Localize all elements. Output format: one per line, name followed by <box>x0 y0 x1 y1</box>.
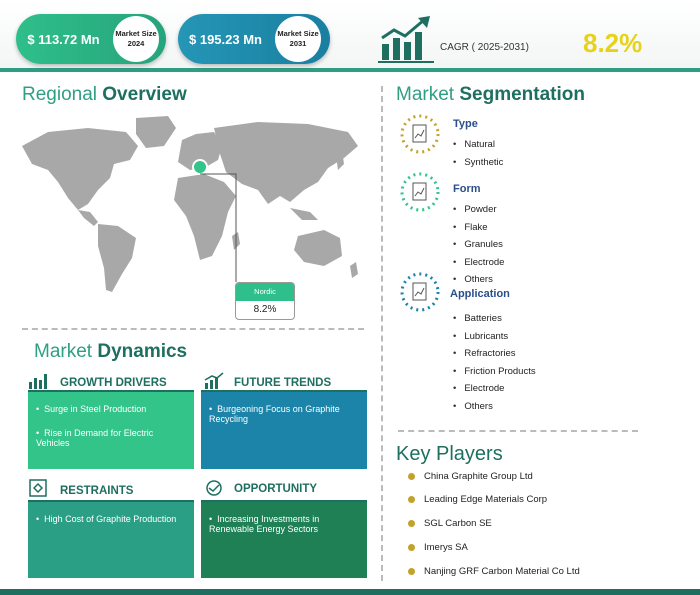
segment-item: Friction Products <box>453 363 535 381</box>
segment-application-list: Batteries Lubricants Refractories Fricti… <box>453 310 536 416</box>
segment-item: Electrode <box>453 254 504 272</box>
segment-item: Batteries <box>453 310 536 328</box>
restraints-rule <box>28 500 194 502</box>
market-size-2031-label: Market Size 2031 <box>275 16 321 62</box>
market-size-2031-value: $ 195.23 Mn <box>189 31 262 47</box>
footer-bar <box>0 589 700 595</box>
segment-type-heading: Type <box>453 118 478 130</box>
segment-item: Others <box>453 271 504 289</box>
key-players-title: Key Players <box>396 443 503 465</box>
opportunity-card: Increasing Investments in Renewable Ener… <box>201 502 367 578</box>
growth-driver-item: Rise in Demand for Electric Vehicles <box>36 428 186 448</box>
market-size-2024-value: $ 113.72 Mn <box>27 31 100 47</box>
future-trends-rule <box>201 390 367 392</box>
market-segmentation-title: Market Segmentation <box>396 84 585 105</box>
market-dynamics-title: Market Dynamics <box>34 341 188 362</box>
market-size-2024-pill: $ 113.72 Mn Market Size 2024 <box>16 14 166 64</box>
segment-item: Flake <box>453 219 504 237</box>
growth-drivers-heading: GROWTH DRIVERS <box>60 377 167 389</box>
restraints-heading: RESTRAINTS <box>60 485 134 497</box>
bullet-dot-icon <box>408 496 415 503</box>
bar-chart-icon <box>29 374 47 389</box>
future-trend-item: Burgeoning Focus on Graphite Recycling <box>209 404 359 424</box>
bullet-dot-icon <box>408 473 415 480</box>
segment-item: Powder <box>453 201 504 219</box>
bullet-dot-icon <box>408 520 415 527</box>
market-size-2024-label: Market Size 2024 <box>113 16 159 62</box>
segment-form-list: Powder Flake Granules Electrode Others <box>453 201 504 289</box>
segment-type-list: Natural Synthetic <box>453 136 503 171</box>
restraint-item: High Cost of Graphite Production <box>36 514 186 524</box>
segment-item: Lubricants <box>453 328 536 346</box>
horizontal-divider-right <box>398 430 638 432</box>
restraints-card: High Cost of Graphite Production <box>28 502 194 578</box>
world-map <box>22 116 358 292</box>
opportunity-item: Increasing Investments in Renewable Ener… <box>209 514 359 534</box>
opportunity-heading: OPPORTUNITY <box>234 483 318 495</box>
growth-chart-icon <box>378 16 434 63</box>
future-trends-heading: FUTURE TRENDS <box>234 377 332 389</box>
segment-item: Refractories <box>453 345 536 363</box>
bullet-dot-icon <box>408 544 415 551</box>
nordic-marker[interactable] <box>192 159 208 175</box>
segment-application-heading: Application <box>450 288 510 300</box>
segment-item: Natural <box>453 136 503 154</box>
key-player-item: Leading Edge Materials Corp <box>408 494 547 505</box>
segment-item: Synthetic <box>453 154 503 172</box>
segment-item: Others <box>453 398 536 416</box>
future-trends-card: Burgeoning Focus on Graphite Recycling <box>201 392 367 469</box>
growth-driver-item: Surge in Steel Production <box>36 404 186 414</box>
bullet-dot-icon <box>408 568 415 575</box>
form-segment-icon <box>400 172 440 212</box>
nordic-region-label: Nordic <box>236 283 294 301</box>
cagr-value: 8.2% <box>583 28 643 58</box>
type-segment-icon <box>400 114 440 154</box>
key-player-item: Imerys SA <box>408 542 468 553</box>
application-segment-icon <box>400 272 440 312</box>
key-player-item: Nanjing GRF Carbon Material Co Ltd <box>408 566 580 577</box>
segment-item: Granules <box>453 236 504 254</box>
horizontal-divider-left <box>22 328 364 330</box>
opportunity-rule <box>201 500 367 502</box>
growth-drivers-rule <box>28 390 194 392</box>
vertical-divider <box>381 86 383 581</box>
trend-icon <box>204 372 224 389</box>
market-size-2031-pill: $ 195.23 Mn Market Size 2031 <box>178 14 330 64</box>
nordic-callout: Nordic 8.2% <box>235 282 295 320</box>
key-player-item: China Graphite Group Ltd <box>408 471 533 482</box>
handshake-icon <box>206 480 222 496</box>
nordic-region-value: 8.2% <box>253 304 277 315</box>
cagr-label: CAGR ( 2025-2031) <box>440 42 529 53</box>
segment-form-heading: Form <box>453 183 481 195</box>
key-player-item: SGL Carbon SE <box>408 518 492 529</box>
regional-overview-title: Regional Overview <box>22 84 187 105</box>
segment-item: Electrode <box>453 380 536 398</box>
restraint-icon <box>29 479 47 497</box>
growth-drivers-card: Surge in Steel Production Rise in Demand… <box>28 392 194 469</box>
